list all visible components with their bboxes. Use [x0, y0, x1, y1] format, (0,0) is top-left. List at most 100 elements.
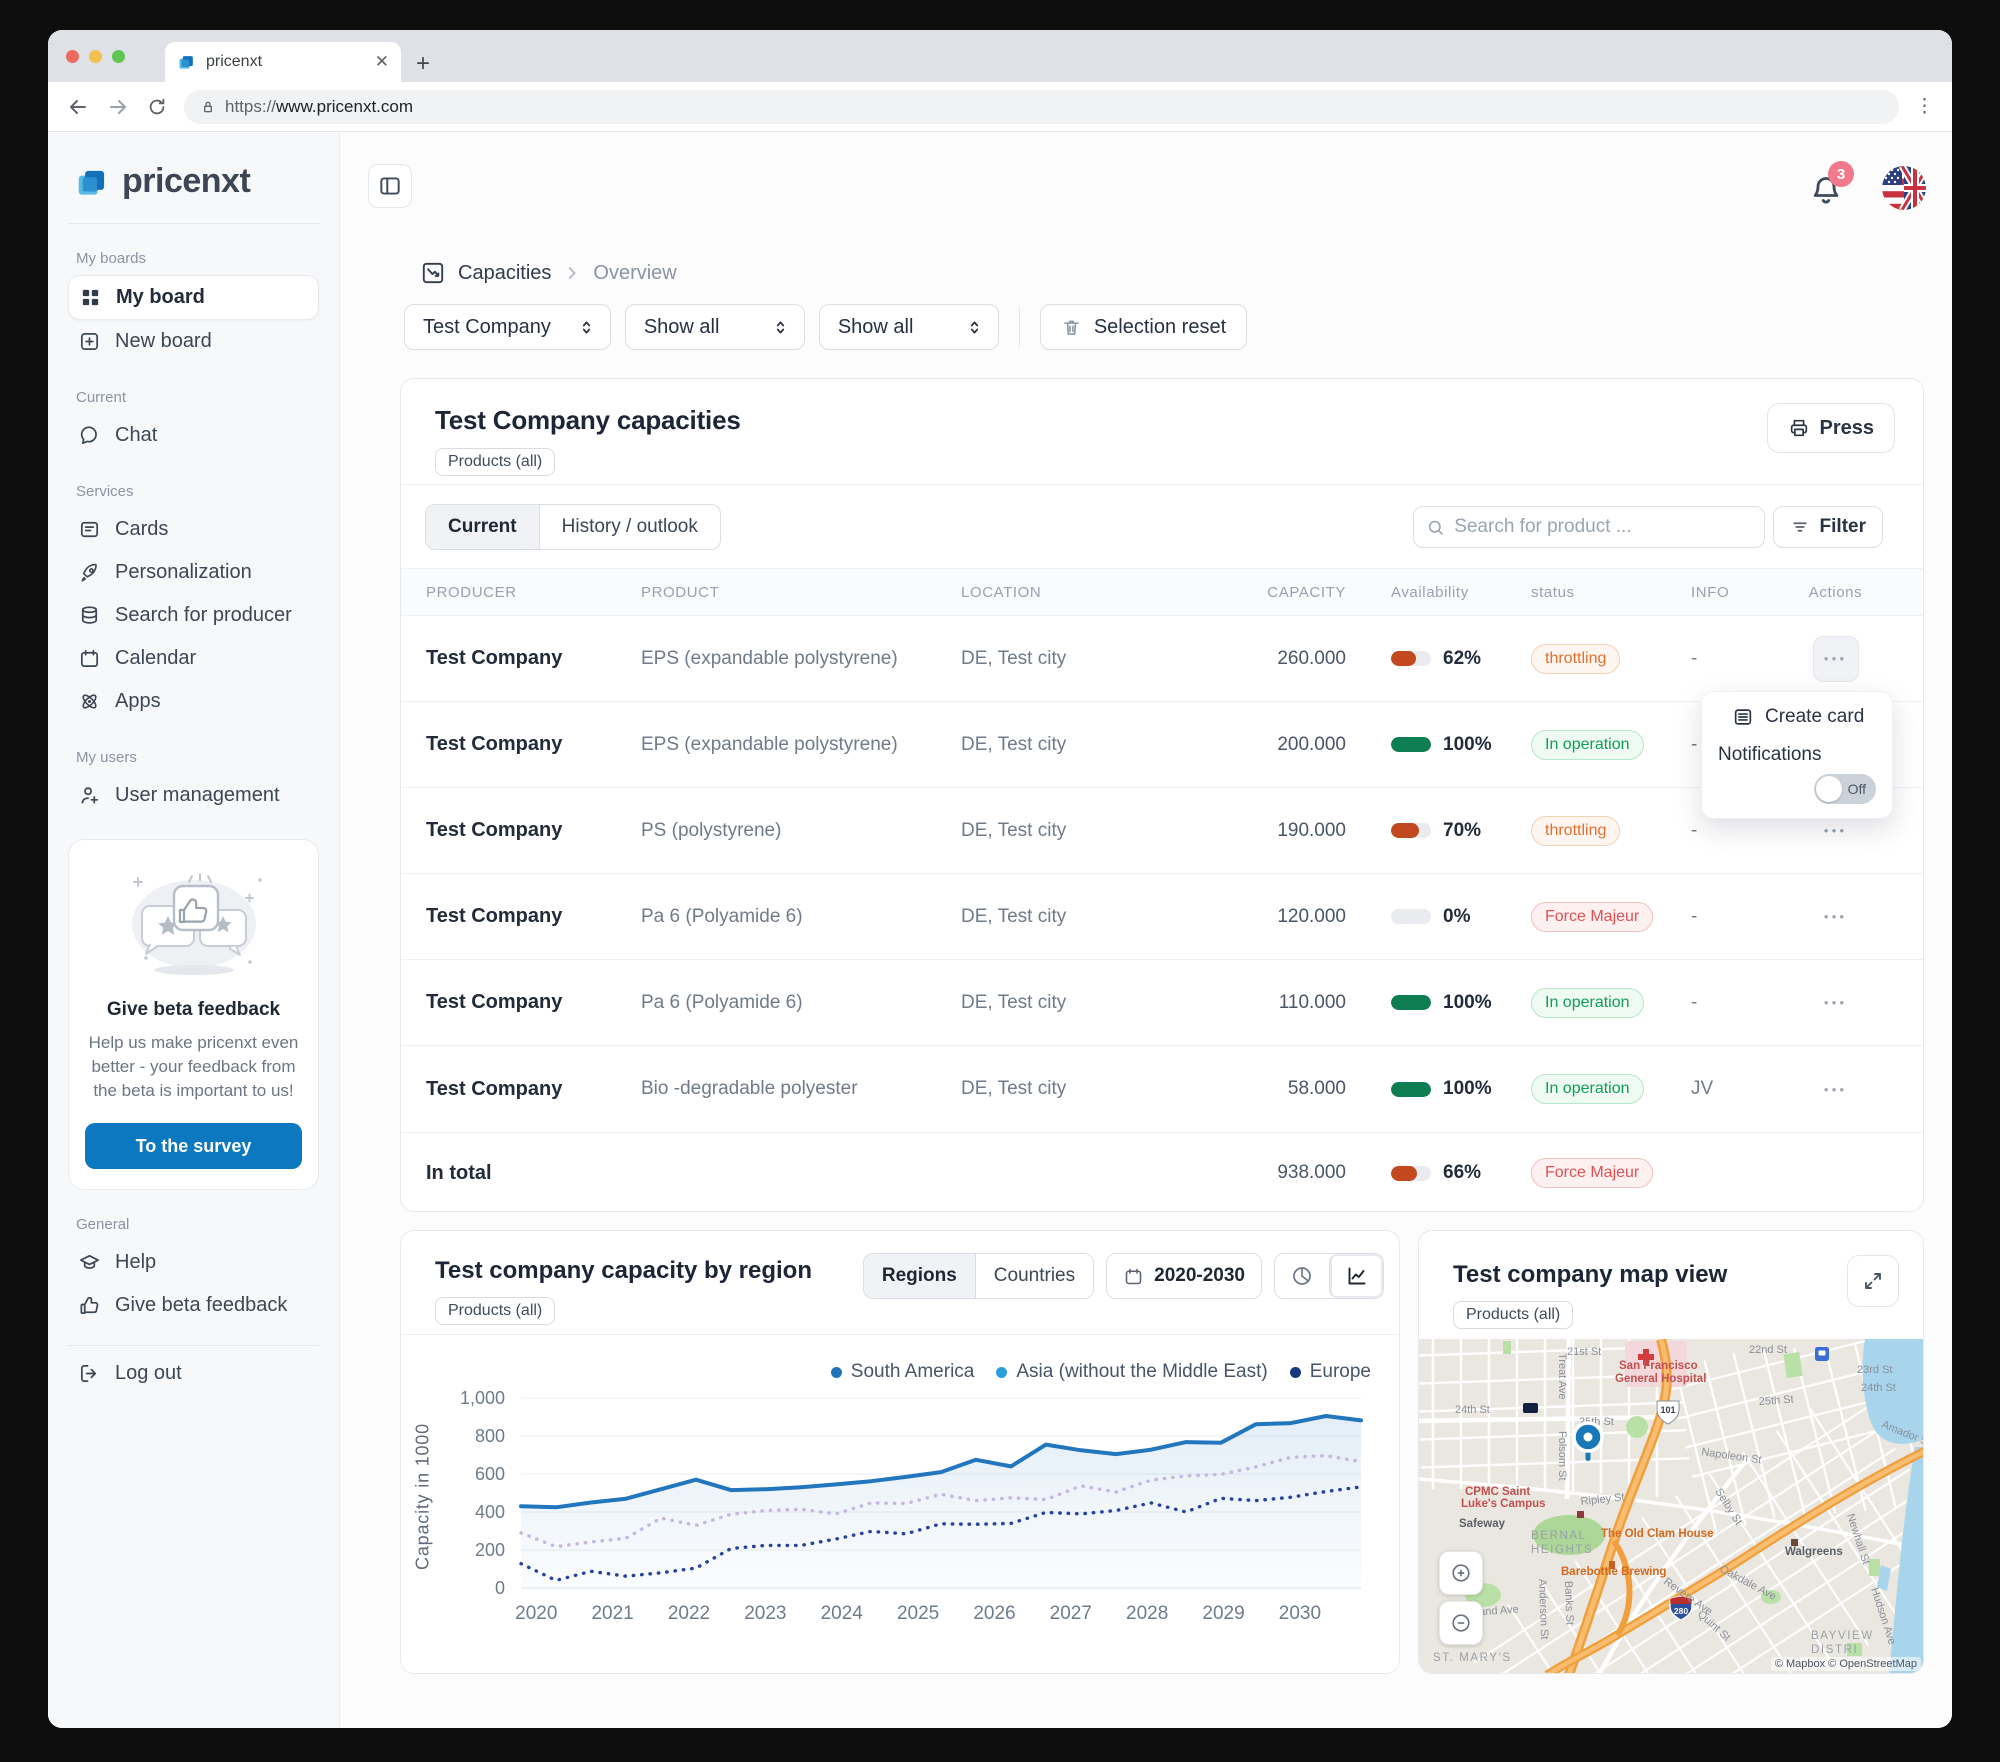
cell-availability: 62%	[1346, 648, 1531, 670]
map-zoom-out-button[interactable]	[1439, 1601, 1483, 1645]
sidebar-item-apps[interactable]: Apps	[68, 680, 319, 723]
svg-text:2026: 2026	[973, 1603, 1015, 1624]
sidebar-item-my-board[interactable]: My board	[68, 275, 319, 320]
total-availability: 66%	[1443, 1162, 1482, 1183]
card-icon	[80, 521, 99, 538]
row-actions-button[interactable]: ●●●	[1823, 912, 1848, 921]
map-zoom-in-button[interactable]	[1439, 1551, 1483, 1595]
breadcrumb: Capacities Overview	[420, 260, 677, 286]
zoom-window-button[interactable]	[112, 50, 125, 63]
toggle-knob	[1816, 776, 1842, 802]
map-label: ST. MARY'S	[1433, 1652, 1512, 1664]
notifications-toggle[interactable]: Off	[1814, 774, 1876, 804]
tab-close-icon[interactable]: ✕	[374, 52, 389, 71]
filter2-select[interactable]: Show all	[624, 304, 805, 350]
browser-tab[interactable]: pricenxt ✕	[165, 42, 401, 82]
cell-location: DE, Test city	[961, 647, 1067, 669]
col-status: status	[1531, 583, 1575, 601]
svg-text:200: 200	[475, 1540, 505, 1560]
grid-icon	[82, 289, 99, 306]
tab-current[interactable]: Current	[426, 505, 539, 549]
seg-countries[interactable]: Countries	[974, 1254, 1094, 1298]
svg-text:2020: 2020	[515, 1603, 557, 1624]
to-the-survey-button[interactable]: To the survey	[85, 1123, 302, 1170]
map-expand-button[interactable]	[1847, 1255, 1899, 1307]
minimize-window-button[interactable]	[89, 50, 102, 63]
sidebar-item-calendar[interactable]: Calendar	[68, 637, 319, 680]
seg-regions[interactable]: Regions	[863, 1254, 975, 1298]
sidebar-item-log-out[interactable]: Log out	[68, 1352, 319, 1395]
sidebar-item-label: Give beta feedback	[115, 1294, 288, 1317]
legend-south-america: South America	[830, 1361, 974, 1383]
sidebar-toggle-button[interactable]	[368, 164, 412, 208]
tab-history-outlook[interactable]: History / outlook	[538, 505, 720, 549]
cell-availability: 100%	[1346, 992, 1531, 1014]
availability-percent: 70%	[1443, 819, 1482, 841]
breadcrumb-capacities[interactable]: Capacities	[458, 261, 552, 284]
press-button-label: Press	[1819, 416, 1875, 439]
availability-pill	[1391, 995, 1431, 1010]
availability-percent: 62%	[1443, 647, 1482, 669]
availability-percent: 100%	[1443, 1078, 1492, 1099]
sidebar-item-chat[interactable]: Chat	[68, 414, 319, 457]
selection-reset-button[interactable]: Selection reset	[1039, 304, 1248, 350]
svg-text:800: 800	[475, 1426, 505, 1446]
map-label: DISTRI	[1811, 1644, 1858, 1656]
notifications-label: Notifications	[1718, 744, 1822, 765]
filter-button[interactable]: Filter	[1772, 506, 1883, 548]
chevron-right-icon	[569, 267, 576, 279]
press-button[interactable]: Press	[1766, 403, 1895, 453]
logo[interactable]: pricenxt	[68, 162, 319, 201]
map-attribution[interactable]: © Mapbox © OpenStreetMap	[1770, 1657, 1921, 1671]
url-bar[interactable]: https:// www.pricenxt.com	[184, 89, 1899, 124]
forward-icon[interactable]	[106, 95, 130, 119]
svg-text:600: 600	[475, 1464, 505, 1484]
traffic-lights[interactable]	[66, 50, 125, 63]
company-select[interactable]: Test Company	[404, 304, 611, 350]
sidebar-item-new-board[interactable]: New board	[68, 320, 319, 363]
new-tab-button[interactable]: +	[416, 50, 431, 77]
row-actions-button[interactable]: ●●●	[1823, 826, 1848, 835]
language-flag-button[interactable]	[1882, 166, 1926, 210]
svg-text:2021: 2021	[591, 1603, 633, 1624]
row-actions-button[interactable]: ●●●	[1812, 635, 1859, 682]
cell-capacity: 200.000	[1277, 733, 1346, 755]
sidebar-item-label: New board	[115, 330, 212, 352]
chart-box-icon	[422, 262, 444, 284]
availability-pill	[1391, 651, 1431, 666]
col-location: LOCATION	[961, 583, 1042, 601]
cell-location: DE, Test city	[961, 733, 1067, 755]
sidebar-item-give-beta-feedback[interactable]: Give beta feedback	[68, 1284, 319, 1327]
browser-menu-icon[interactable]: ⋮	[1915, 96, 1934, 117]
map-pin[interactable]	[1572, 1421, 1604, 1461]
search-input[interactable]	[1454, 516, 1752, 538]
map-label: CPMC Saint	[1465, 1486, 1530, 1498]
map-view[interactable]: 101 280 21st St 22nd St 23rd St 24th St 24th…	[1419, 1327, 1923, 1673]
create-card-menu-item[interactable]: Create card	[1718, 706, 1876, 728]
sidebar-item-user-management[interactable]: User management	[68, 774, 319, 817]
printer-icon	[1790, 419, 1807, 437]
table-total-row: In total 938.000 66% Force Majeur	[401, 1132, 1923, 1213]
notifications-bell-button[interactable]: 3	[1806, 161, 1854, 208]
products-all-badge: Products (all)	[435, 1297, 556, 1325]
row-actions-button[interactable]: ●●●	[1823, 998, 1848, 1007]
line-chart-button[interactable]	[1329, 1254, 1383, 1298]
product-search[interactable]	[1413, 506, 1765, 548]
row-actions-button[interactable]: ●●●	[1823, 1084, 1848, 1094]
cell-product: EPS (expandable polystyrene)	[641, 647, 898, 669]
pie-chart-button[interactable]	[1275, 1254, 1329, 1298]
section-label-general: General	[76, 1216, 130, 1234]
status-badge: In operation	[1531, 987, 1644, 1018]
filter3-select[interactable]: Show all	[818, 304, 999, 350]
sidebar-item-search-for-producer[interactable]: Search for producer	[68, 594, 319, 637]
date-range-button[interactable]: 2020-2030	[1106, 1253, 1262, 1299]
cell-info: -	[1691, 819, 1698, 841]
sidebar-item-cards[interactable]: Cards	[68, 508, 319, 551]
sidebar-item-help[interactable]: Help	[68, 1241, 319, 1284]
logo-icon	[78, 170, 105, 195]
sidebar-item-personalization[interactable]: Personalization	[68, 551, 319, 594]
reload-icon[interactable]	[146, 96, 168, 118]
back-icon[interactable]	[66, 95, 90, 119]
section-label-my-users: My users	[76, 749, 137, 766]
close-window-button[interactable]	[66, 50, 79, 63]
